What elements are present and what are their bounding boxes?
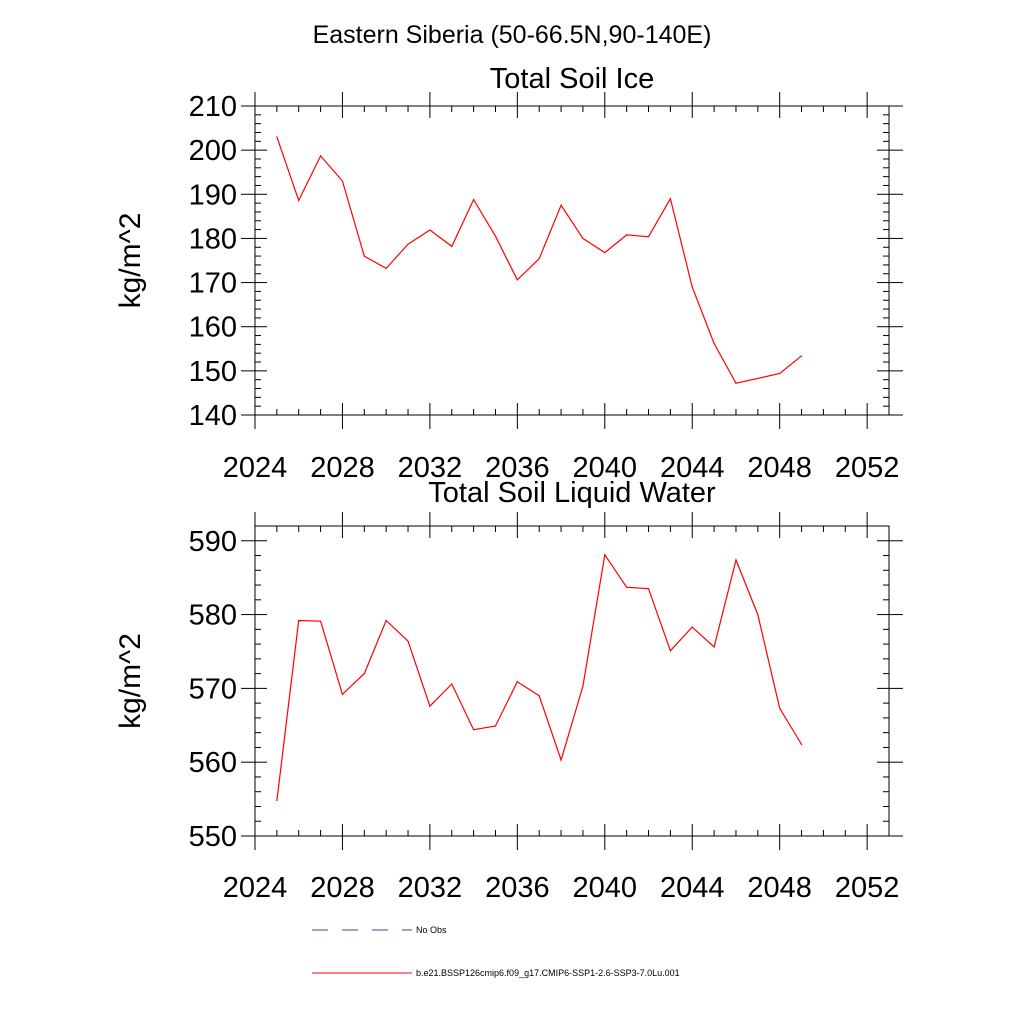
data-point: [385, 267, 387, 270]
data-point: [276, 799, 278, 802]
y-tick-label: 550: [189, 821, 237, 853]
data-point: [319, 620, 322, 622]
y-tick-label: 200: [189, 135, 237, 167]
y-tick-label: 560: [189, 747, 237, 779]
y-tick-label: 170: [189, 268, 237, 300]
x-tick-label: 2048: [747, 452, 812, 484]
data-point: [735, 559, 737, 561]
data-point: [298, 619, 300, 622]
data-point: [473, 729, 475, 731]
data-point: [713, 342, 715, 345]
y-tick-label: 590: [189, 526, 237, 558]
x-tick-label: 2036: [485, 452, 550, 484]
chart-panel-2: Total Soil Liquid Water kg/m^2 2024 2028 203…: [114, 477, 903, 904]
x-tick-label: 2052: [835, 872, 900, 904]
x-tick-label: 2048: [747, 872, 812, 904]
x-tick-label: 2024: [223, 452, 288, 484]
x-tick-label: 2044: [660, 872, 725, 904]
data-point: [538, 258, 540, 260]
data-point: [429, 705, 431, 707]
data-point: [604, 554, 606, 556]
data-point: [451, 245, 453, 247]
data-point: [560, 759, 562, 761]
data-point: [757, 377, 759, 379]
data-point: [691, 626, 693, 628]
data-point: [757, 613, 759, 616]
y-tick-label: 140: [189, 400, 237, 432]
x-tick-label: 2024: [223, 872, 288, 904]
data-point: [473, 198, 475, 201]
data-point: [800, 743, 803, 746]
data-point: [691, 286, 693, 288]
data-point: [538, 695, 540, 697]
data-point: [604, 251, 606, 254]
legend-label-model: b.e21.BSSP126cmip6.f09_g17.CMIP6-SSP1-2.…: [416, 968, 680, 978]
data-point: [516, 279, 518, 281]
data-point: [779, 707, 781, 709]
x-tick-label: 2028: [310, 872, 375, 904]
plot-frame: [254, 525, 890, 837]
y-axis-label: kg/m^2: [114, 213, 147, 309]
data-point: [451, 683, 453, 685]
data-point: [735, 382, 737, 384]
data-point: [319, 155, 322, 157]
chart-title: Total Soil Ice: [490, 63, 654, 95]
legend-label-no-obs: No Obs: [416, 925, 447, 935]
data-point: [582, 237, 584, 240]
x-tick-label: 2032: [398, 452, 463, 484]
figure-title: Eastern Siberia (50-66.5N,90-140E): [313, 21, 712, 49]
y-tick-label: 210: [189, 91, 237, 123]
chart-panel-1: Total Soil Ice kg/m^2 2024 2028 2032 2036 2040…: [114, 63, 903, 484]
x-tick-label: 2036: [485, 872, 550, 904]
data-point: [647, 236, 650, 238]
data-point: [494, 725, 497, 727]
data-point: [800, 355, 803, 357]
y-tick-label: 150: [189, 356, 237, 388]
data-point: [385, 619, 387, 622]
data-point: [626, 234, 628, 236]
chart-panels: Total Soil Ice kg/m^2 2024 2028 2032 2036 2040…: [114, 63, 903, 904]
x-tick-label: 2040: [573, 452, 638, 484]
data-point: [494, 235, 497, 237]
data-point: [626, 586, 628, 588]
x-tick-label: 2032: [398, 872, 463, 904]
y-tick-label: 580: [189, 600, 237, 632]
y-tick-label: 570: [189, 673, 237, 705]
data-point: [276, 136, 278, 138]
y-tick-label: 180: [189, 223, 237, 255]
data-point: [341, 693, 344, 695]
y-tick-label: 190: [189, 179, 237, 211]
data-point: [298, 199, 300, 202]
y-axis-label: kg/m^2: [114, 633, 147, 729]
data-point: [582, 685, 584, 687]
data-point: [713, 646, 715, 648]
data-point: [516, 681, 518, 683]
data-point: [363, 673, 365, 675]
data-point: [341, 180, 344, 182]
data-point: [669, 198, 671, 200]
y-tick-label: 160: [189, 312, 237, 344]
data-point: [669, 650, 671, 652]
data-point: [407, 243, 409, 245]
data-point: [407, 640, 409, 642]
x-tick-label: 2028: [310, 452, 375, 484]
chart-title: Total Soil Liquid Water: [428, 477, 716, 509]
legend: No Obs b.e21.BSSP126cmip6.f09_g17.CMIP6-…: [312, 925, 680, 978]
x-tick-label: 2044: [660, 452, 725, 484]
plot-frame: [254, 105, 890, 416]
data-point: [429, 229, 431, 231]
data-point: [779, 372, 781, 375]
data-point: [363, 255, 365, 257]
x-tick-label: 2040: [573, 872, 638, 904]
data-point: [560, 204, 562, 206]
x-tick-label: 2052: [835, 452, 900, 484]
data-point: [647, 588, 650, 590]
